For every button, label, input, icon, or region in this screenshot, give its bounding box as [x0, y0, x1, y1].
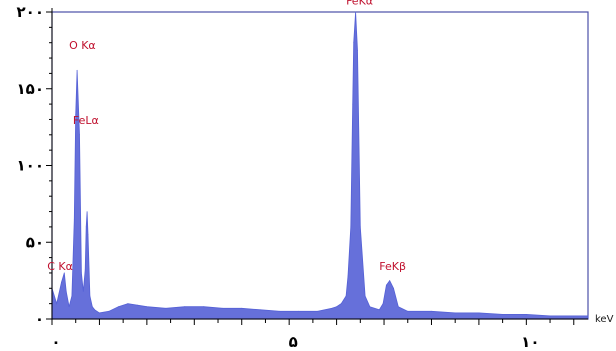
spectrum-point — [347, 275, 349, 277]
spectrum-point — [108, 310, 110, 312]
spectrum-point — [184, 306, 186, 308]
spectrum-point — [85, 226, 87, 228]
spectrum-point — [127, 303, 129, 304]
spectrum-point — [89, 295, 91, 297]
spectrum-point — [222, 307, 224, 309]
spectrum-point — [241, 307, 243, 309]
spectrum-point — [397, 306, 399, 308]
spectrum-point — [317, 310, 318, 312]
spectrum-point — [357, 50, 358, 51]
spectrum-point — [73, 218, 75, 220]
spectrum-point — [203, 306, 205, 308]
peak-label: O Kα — [69, 39, 96, 52]
spectrum-point — [75, 114, 77, 116]
spectrum-point — [331, 307, 333, 309]
spectrum-point — [146, 306, 148, 308]
spectrum-point — [91, 306, 93, 308]
spectrum-point — [76, 69, 78, 71]
spectrum-point — [393, 287, 394, 289]
x-tick-label: ۰ — [51, 333, 60, 351]
spectrum-point — [118, 306, 119, 308]
spectrum-point — [353, 42, 355, 44]
spectrum-point — [502, 314, 503, 315]
y-tick-label: ۲۰۰ — [17, 3, 44, 21]
peak-label: FeKβ — [379, 260, 406, 273]
spectrum-point — [84, 269, 86, 271]
spectrum-series-0 — [51, 11, 589, 320]
y-tick-label: ۵۰ — [26, 233, 44, 251]
spectrum-point — [386, 284, 387, 286]
spectrum-point — [99, 312, 100, 314]
spectrum-point — [279, 310, 281, 312]
spectrum-point — [79, 134, 80, 136]
spectrum-point — [345, 295, 347, 297]
spectrum-point — [549, 315, 551, 317]
peak-label: C Kα — [47, 260, 73, 273]
spectrum-point — [378, 309, 380, 311]
spectrum-point — [87, 234, 89, 236]
spectrum-point — [478, 312, 480, 314]
spectrum-point — [369, 306, 371, 308]
spectrum-point — [587, 315, 589, 317]
spectrum-point — [137, 304, 138, 306]
peak-label: FeKα — [346, 0, 373, 7]
spectrum-point — [65, 291, 67, 292]
spectrum-point — [165, 307, 167, 309]
spectrum-point — [63, 272, 65, 274]
spectrum-point — [340, 303, 342, 304]
y-tick-label: ۰ — [35, 310, 44, 328]
x-tick-label: ۵ — [289, 333, 298, 351]
spectrum-point — [382, 303, 384, 304]
spectrum-point — [454, 312, 456, 314]
spectrum-point — [573, 315, 575, 317]
spectrum-point — [389, 280, 391, 281]
plot-frame — [51, 11, 589, 320]
y-tick-label: ۱۰۰ — [17, 157, 44, 175]
peak-label: FeLα — [73, 114, 99, 127]
spectrum-point — [350, 226, 352, 228]
spectrum-point — [68, 306, 70, 308]
spectrum-point — [71, 295, 73, 297]
x-tick-label: ۱۰ — [521, 333, 539, 351]
spectrum-point — [431, 310, 432, 312]
y-tick-label: ۱۵۰ — [17, 80, 44, 98]
spectrum-point — [352, 103, 354, 105]
spectrum-point — [61, 281, 62, 283]
spectrum-point — [355, 11, 356, 13]
x-axis-unit-label: keV — [595, 314, 614, 325]
spectrum-point — [364, 295, 366, 297]
spectrum-point — [56, 303, 58, 304]
spectrum-point — [260, 309, 262, 311]
spectrum-point — [94, 309, 96, 311]
spectrum-point — [336, 306, 337, 308]
spectrum-point — [82, 291, 84, 292]
spectrum-point — [359, 226, 361, 228]
spectrum-point — [298, 310, 300, 312]
spectrum-point — [86, 211, 88, 213]
spectrum-point — [407, 310, 409, 312]
spectrum-point — [525, 314, 527, 315]
spectrum-point — [81, 272, 82, 274]
